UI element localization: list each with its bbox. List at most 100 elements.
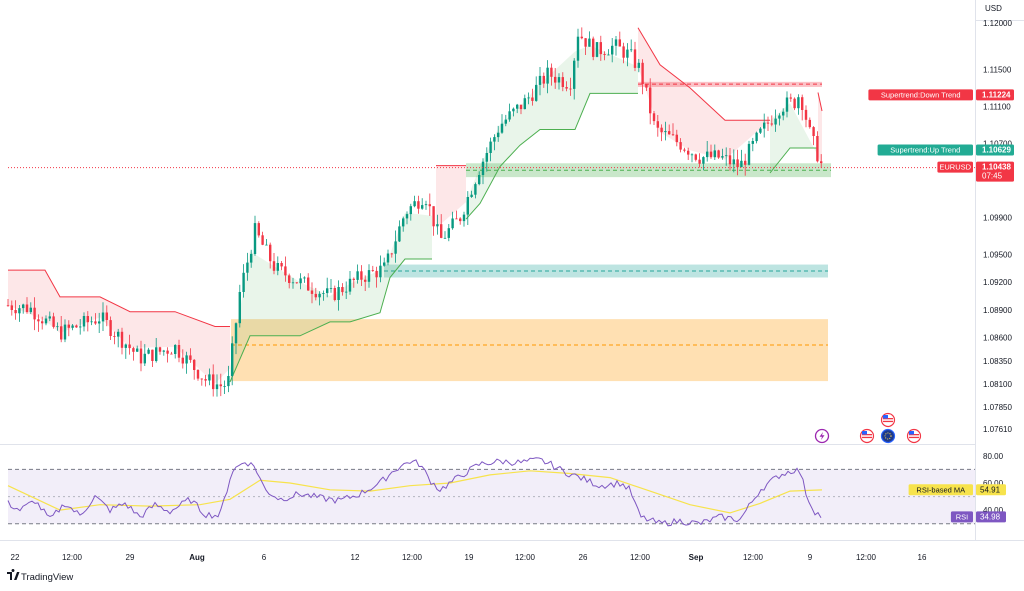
candle-body — [550, 67, 553, 77]
candle-body — [694, 154, 697, 160]
candle-body — [542, 75, 545, 84]
candle-body — [71, 325, 74, 328]
candle-body — [295, 282, 298, 284]
supertrend-down-line-fill — [8, 270, 230, 384]
candle-body — [288, 275, 291, 283]
time-axis[interactable]: 22 12:00 29 Aug 6 12 12:00 19 12:00 26 12:00 Sep 12:… — [11, 553, 927, 562]
candle-body — [633, 49, 637, 68]
candle-body — [124, 344, 127, 348]
candle-body — [470, 194, 473, 197]
brand-name: TradingView — [21, 572, 73, 583]
candle-body — [599, 42, 602, 55]
eu-flag-icon[interactable] — [880, 428, 896, 444]
candle-body — [193, 359, 196, 370]
candle-body — [725, 155, 728, 157]
candle-body — [215, 384, 219, 390]
candle-body — [709, 151, 713, 158]
candle-body — [261, 235, 264, 245]
candle-body — [60, 326, 63, 340]
candle-body — [751, 141, 754, 144]
supertrend-down-line-fill — [638, 27, 770, 160]
candle-body — [462, 214, 466, 222]
rsi-ma-line — [7, 470, 823, 514]
candle-body — [508, 111, 511, 120]
us-flag-icon[interactable] — [906, 428, 922, 444]
price-tag-value: 1.10438 — [982, 163, 1011, 172]
us-flag-icon[interactable] — [859, 428, 875, 444]
candle-body — [702, 157, 705, 164]
candle-body — [782, 111, 785, 116]
candle-body — [569, 88, 572, 90]
time-tick-label: 12:00 — [515, 553, 536, 562]
time-tick-label: 12:00 — [630, 553, 651, 562]
candle-body — [816, 136, 819, 162]
candle-body — [234, 323, 238, 344]
candle-body — [728, 155, 732, 165]
price-tag-name-box — [868, 89, 973, 101]
candle-body — [618, 39, 621, 47]
price-axis[interactable]: 1.12000 1.11500 1.11100 1.10700 1.09900 1.095… — [983, 19, 1012, 434]
supertrend-up-line — [465, 92, 638, 220]
candle-body — [208, 374, 211, 381]
candle-body — [345, 291, 348, 293]
time-tick-label: 6 — [262, 553, 267, 562]
candle-body — [405, 214, 409, 219]
candle-body — [352, 278, 355, 280]
candle-body — [158, 347, 162, 352]
candle-body — [371, 270, 374, 271]
rsi-axis: 80.00 60.00 40.00 — [983, 452, 1004, 515]
candle-body — [284, 266, 287, 276]
candle-body — [630, 49, 633, 51]
supertrend-line-layer — [8, 27, 823, 383]
supertrend-down-line — [8, 269, 230, 327]
candle-body — [307, 277, 310, 291]
candle-body — [641, 62, 644, 84]
rsi-tick-label: 40.00 — [983, 506, 1004, 515]
candle-body — [98, 321, 101, 324]
candle-body — [687, 150, 690, 155]
candle-body — [44, 318, 48, 324]
price-tag-name: Supertrend:Down Trend — [881, 90, 961, 99]
candle-body — [250, 253, 253, 263]
candle-body — [523, 98, 526, 110]
candle-body — [466, 197, 469, 215]
candle-body — [478, 175, 481, 185]
event-icons[interactable] — [814, 412, 922, 444]
candle-body — [747, 143, 751, 165]
time-tick-label: 12:00 — [402, 553, 423, 562]
candle-body — [303, 277, 306, 279]
candle-body — [801, 97, 804, 110]
candle-body — [18, 308, 21, 314]
candle-body — [200, 378, 203, 380]
tradingview-logo[interactable]: TradingView — [7, 569, 73, 583]
candle-body — [291, 282, 295, 284]
price-tick-label: 1.08600 — [983, 334, 1012, 343]
rsi-tick-label: 60.00 — [983, 479, 1004, 488]
price-tick-label: 1.09900 — [983, 213, 1012, 222]
supertrend-up-line — [769, 147, 818, 174]
candle-body — [546, 67, 549, 84]
lightning-icon[interactable] — [814, 428, 830, 444]
candle-body — [626, 49, 629, 58]
price-tag-name-box — [937, 161, 973, 173]
price-tick-label: 1.07850 — [983, 403, 1012, 412]
candle-body — [820, 161, 823, 164]
time-tick-label: 19 — [465, 553, 474, 562]
price-tags: Supertrend:Down Trend 1.11224 Supertrend:U… — [868, 89, 1014, 182]
candle-body — [360, 271, 363, 280]
candle-body — [656, 121, 659, 128]
price-tick-label: 1.07610 — [983, 425, 1012, 434]
candle-body — [386, 253, 390, 263]
us-flag-icon[interactable] — [880, 412, 896, 428]
candle-body — [812, 127, 815, 136]
candle-body — [185, 355, 188, 364]
candle-body — [265, 244, 268, 246]
candle-body — [535, 84, 538, 101]
candle-body — [504, 119, 507, 124]
candle-body — [181, 357, 184, 364]
candle-body — [109, 320, 112, 336]
supertrend-up-line — [229, 258, 432, 383]
rsi-tag-name-box — [950, 511, 973, 523]
candle-body — [333, 288, 336, 300]
